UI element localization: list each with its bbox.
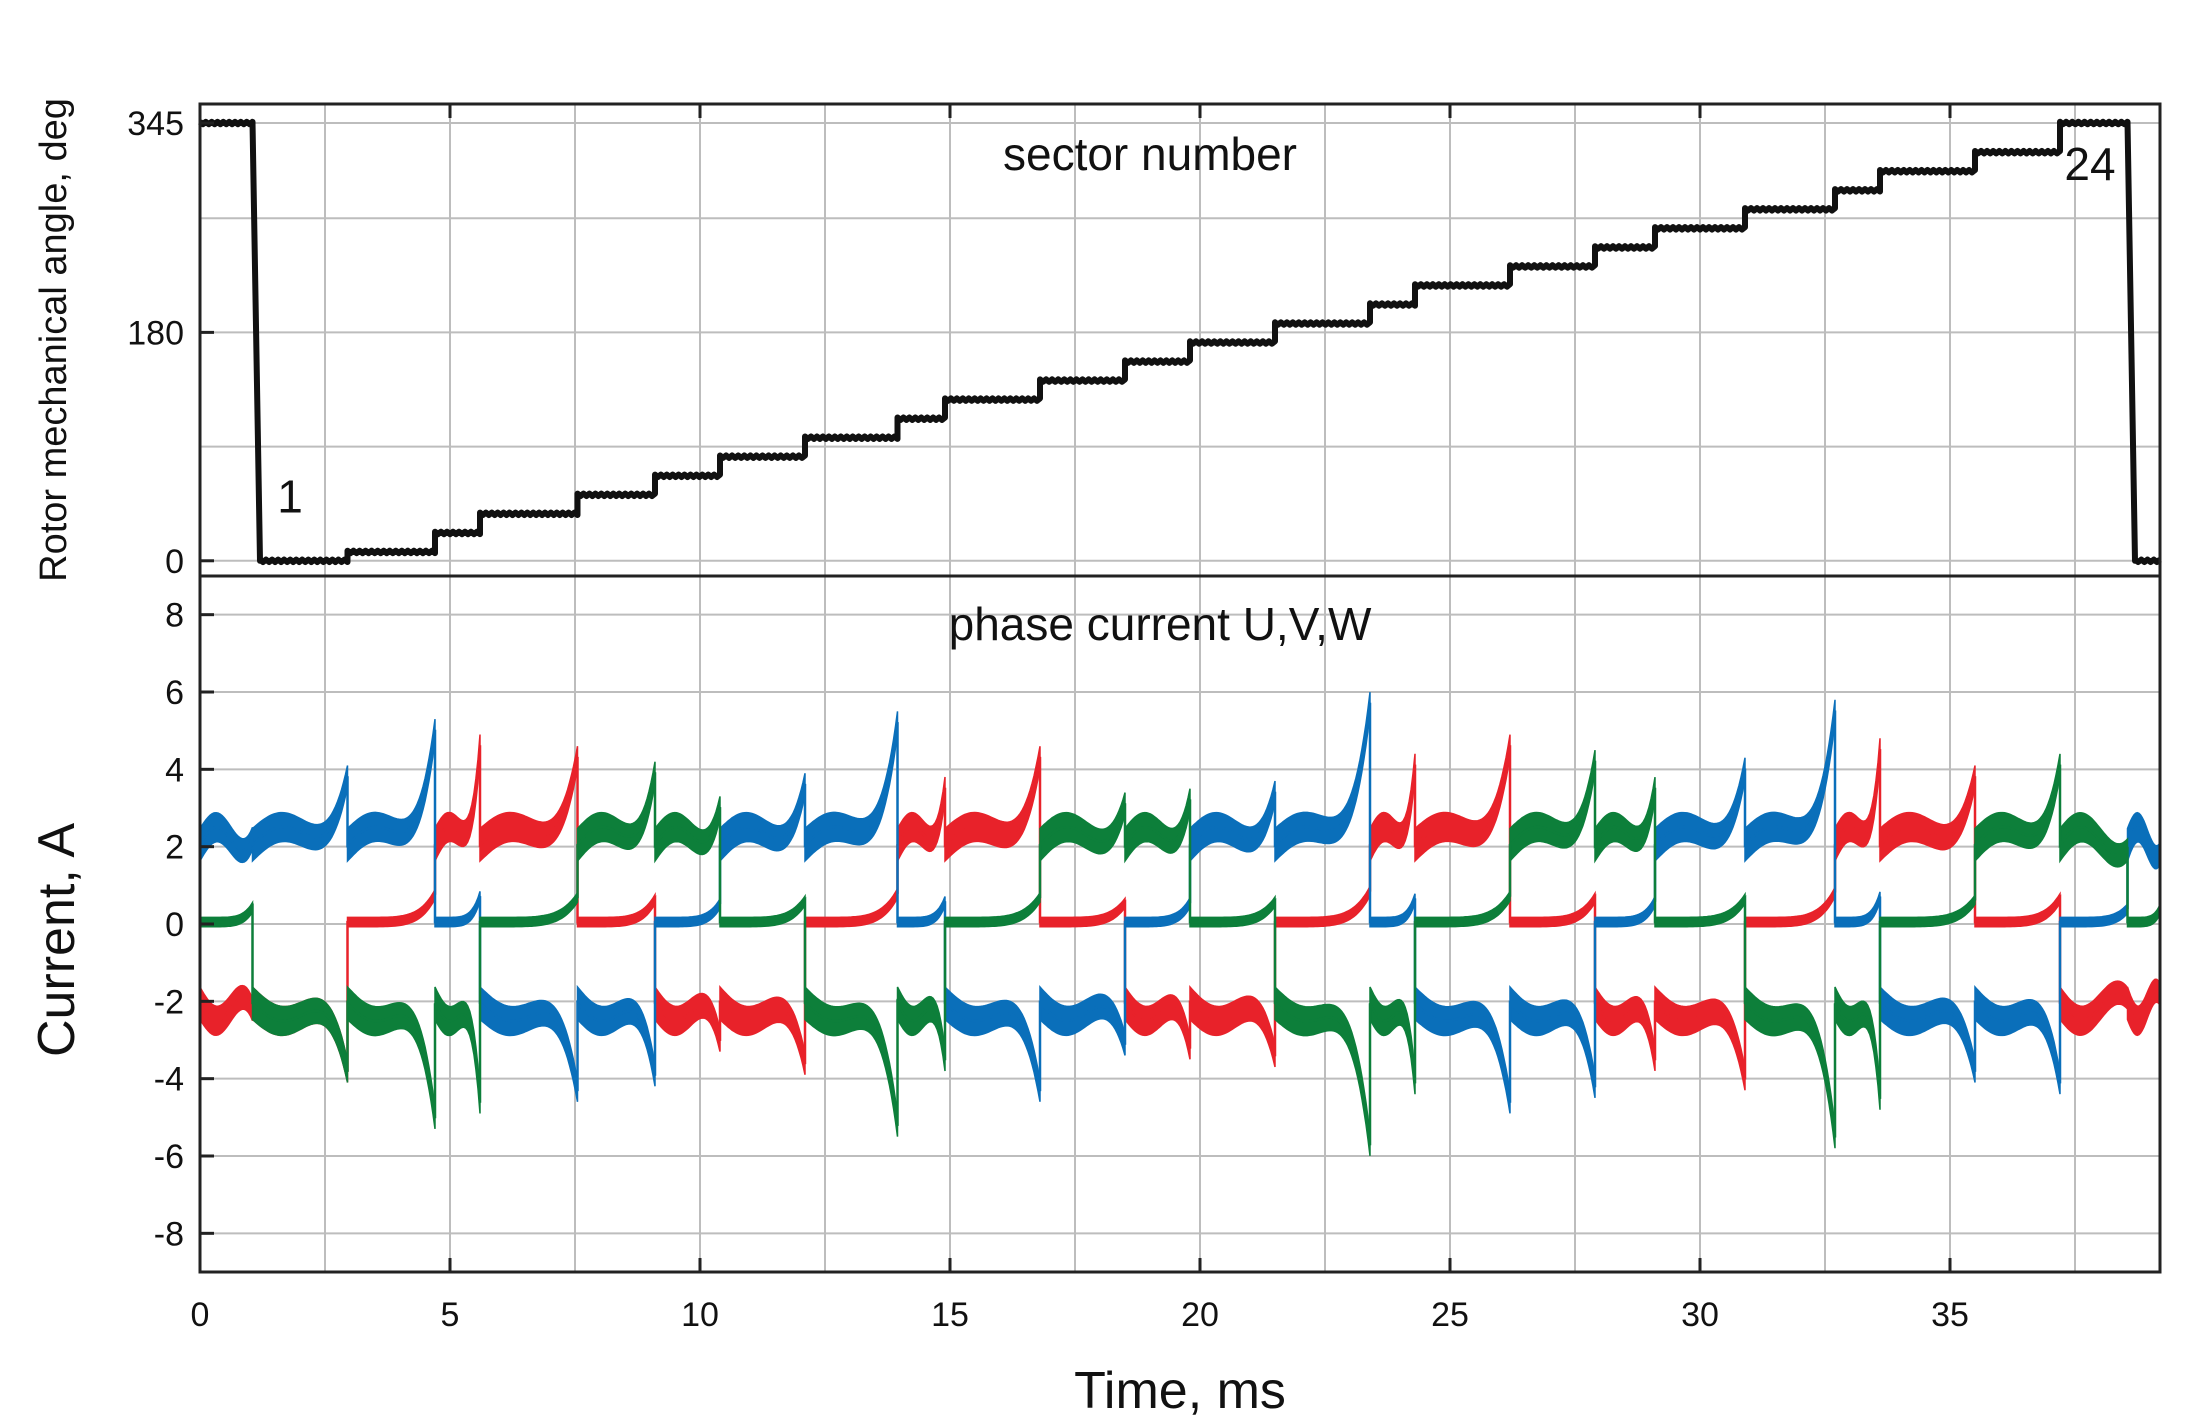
x-tick-label: 30 <box>1681 1296 1719 1334</box>
bottom-y-tick-label: -8 <box>154 1215 184 1253</box>
bottom-y-tick-label: 4 <box>165 751 184 789</box>
x-tick-label: 0 <box>191 1296 210 1334</box>
x-tick-label: 35 <box>1931 1296 1969 1334</box>
bottom-y-tick-label: 8 <box>165 597 184 635</box>
x-tick-label: 10 <box>681 1296 719 1334</box>
top-y-axis-label: Rotor mechanical angle, deg <box>33 98 75 582</box>
sector-angle-line <box>198 118 2162 565</box>
sector-angle-series <box>198 118 2162 565</box>
annotation-sector-number: sector number <box>1003 128 1297 180</box>
bottom-y-tick-label: -2 <box>154 983 184 1021</box>
top-y-tick-label: 345 <box>127 105 184 143</box>
phase-W-line <box>200 760 2162 1146</box>
phase-U-line <box>198 745 2162 1080</box>
bottom-y-tick-label: 2 <box>165 829 184 867</box>
bottom-y-tick-label: -6 <box>154 1138 184 1176</box>
tick-labels: 0 5 10 15 20 25 30 35 0 180 345 -8 -6 -4 -2 0 2 4 6 8 <box>127 105 1969 1334</box>
annotation-sector-1: 1 <box>277 471 303 523</box>
x-tick-label: 15 <box>931 1296 969 1334</box>
tick-marks <box>198 104 1952 1272</box>
annotation-sector-24: 24 <box>2064 138 2115 190</box>
top-y-tick-label: 180 <box>127 314 184 352</box>
x-axis-label: Time, ms <box>1074 1362 1286 1420</box>
x-tick-label: 5 <box>441 1296 460 1334</box>
bottom-panel-title: phase current U,V,W <box>949 598 1372 650</box>
phase-V-line <box>198 702 2162 1103</box>
bottom-y-tick-label: 0 <box>165 906 184 944</box>
top-panel-grid <box>200 104 2160 576</box>
top-y-tick-label: 0 <box>165 543 184 581</box>
x-tick-label: 25 <box>1431 1296 1469 1334</box>
bottom-y-axis-label: Current, A <box>28 823 86 1057</box>
bottom-y-tick-label: -4 <box>154 1061 184 1099</box>
x-tick-label: 20 <box>1181 1296 1219 1334</box>
bottom-y-tick-label: 6 <box>165 674 184 712</box>
